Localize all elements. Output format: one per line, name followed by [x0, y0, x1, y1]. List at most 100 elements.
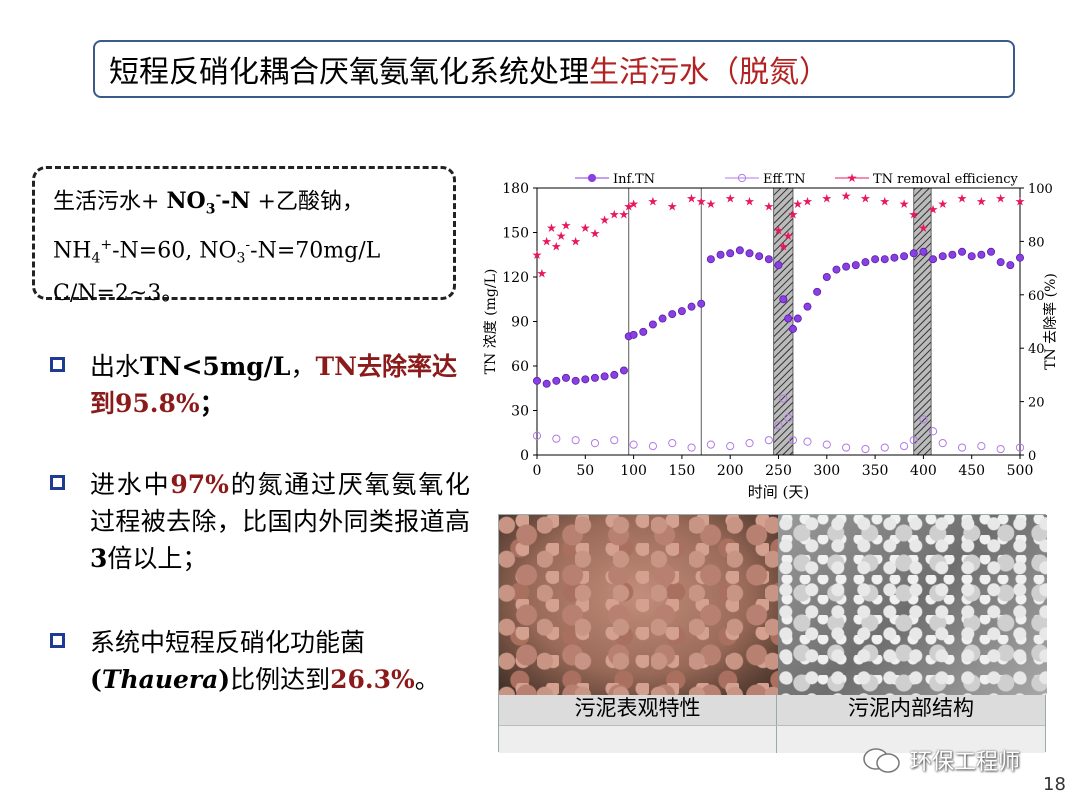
condition-box: 生活污水+ NO3--N +乙酸钠， NH4+-N=60, NO3--N=70m…: [32, 166, 456, 306]
condition-line-3: C/N=2~3。: [53, 281, 184, 307]
removal-point: ★: [995, 192, 1006, 206]
eff-tn-point: [532, 431, 542, 440]
inf-tn-point: [938, 252, 947, 261]
text: -N=60, NO: [112, 238, 237, 264]
left-caption: 污泥表观特性: [499, 695, 777, 725]
eff-tn-point: [842, 443, 851, 452]
page-number: 18: [1043, 774, 1066, 795]
watermark: 环保工程师: [862, 744, 1020, 776]
inf-tn-point: [755, 252, 764, 261]
text: 4: [91, 250, 101, 267]
y-left-tick-label: 60: [511, 359, 529, 375]
inf-tn-point: [793, 314, 802, 323]
photo-caption-row: 污泥表观特性 污泥内部结构: [499, 695, 1045, 725]
y-right-tick-label: 60: [1028, 289, 1045, 304]
removal-point: ★: [556, 229, 567, 243]
text: +乙酸钠，: [250, 189, 364, 215]
eff-tn-point: [648, 442, 658, 451]
text: 97%: [170, 470, 229, 499]
watermark-text: 环保工程师: [910, 750, 1021, 775]
inf-tn-point: [552, 376, 561, 385]
text: 3: [205, 201, 216, 218]
text: -: [245, 236, 251, 253]
y-left-axis-label: TN 浓度 (mg/L): [483, 269, 499, 375]
removal-point: ★: [841, 189, 852, 203]
x-tick-label: 300: [813, 463, 840, 479]
removal-point: ★: [609, 208, 620, 222]
legend-eff-tn-label: Eff.TN: [763, 172, 805, 187]
eff-tn-point: [745, 439, 754, 448]
inf-tn-point: [929, 255, 938, 264]
legend-inf-tn-label: Inf.TN: [613, 172, 655, 187]
inf-tn-point: [909, 249, 918, 258]
inf-tn-point: [706, 255, 715, 264]
inf-tn-point: [803, 302, 812, 311]
y-right-tick-label: 100: [1028, 182, 1053, 197]
x-tick-label: 100: [620, 463, 647, 479]
removal-point: ★: [570, 234, 581, 248]
right-caption: 污泥内部结构: [847, 696, 974, 720]
inf-tn-point: [658, 314, 667, 323]
y-left-tick-label: 90: [511, 315, 529, 331]
eff-tn-point: [726, 442, 735, 451]
bullet-2-text: 进水中97%的氮通过厌氧氨氧化过程被去除，比国内外同类报道高 3倍以上；: [90, 466, 470, 577]
title-part2: 生活污水（脱氮）: [589, 55, 829, 90]
inf-tn-point: [1006, 261, 1015, 270]
eff-tn-point: [590, 439, 600, 448]
removal-point: ★: [783, 229, 794, 243]
legend-removal-marker: ★: [847, 171, 858, 185]
removal-point: ★: [590, 226, 601, 240]
removal-point: ★: [532, 248, 543, 262]
removal-point: ★: [937, 197, 948, 211]
text: 3: [236, 250, 246, 267]
eff-tn-point: [861, 444, 870, 454]
removal-point: ★: [1015, 194, 1026, 208]
y-right-tick-label: 0: [1028, 449, 1036, 464]
inf-tn-point: [996, 258, 1005, 267]
inf-tn-point: [610, 370, 619, 379]
y-right-axis-label: TN 去除率 (%): [1042, 273, 1059, 370]
condition-line-2: NH4+-N=60, NO3--N=70mg/L: [53, 228, 453, 277]
removal-point: ★: [778, 240, 789, 254]
bullet-1-text: 出水TN<5mg/L，TN去除率达到95.8%；: [90, 348, 470, 422]
inf-tn-point: [600, 372, 609, 381]
empty-cell: [499, 726, 777, 753]
text: 倍以上；: [107, 544, 208, 573]
removal-point: ★: [686, 192, 697, 206]
eff-tn-point: [803, 437, 812, 446]
text: ；: [199, 389, 225, 418]
inf-tn-point: [822, 273, 831, 282]
eff-tn-point: [938, 439, 947, 448]
y-left-tick-label: 180: [502, 181, 529, 197]
removal-point: ★: [860, 192, 871, 206]
y-left-tick-label: 150: [502, 226, 529, 242]
wechat-icon: [863, 748, 900, 773]
text: 出水: [90, 352, 141, 381]
y-right-tick-label: 20: [1028, 396, 1045, 411]
inf-tn-point: [958, 247, 967, 256]
inf-tn-point: [967, 252, 976, 261]
eff-tn-point: [996, 444, 1005, 454]
eff-tn-point: [919, 415, 928, 424]
removal-point: ★: [619, 208, 630, 222]
inf-tn-point: [668, 310, 677, 319]
bullet-3: 系统中短程反硝化功能菌 (Thauera)比例达到26.3%。: [50, 624, 470, 698]
text: 比例达到: [230, 665, 331, 694]
inf-tn-point: [697, 299, 706, 308]
x-tick-label: 50: [576, 463, 594, 479]
chart-svg: 0 50 100 150 200 250 300 350 400 450 5000306090120…: [483, 171, 1059, 501]
text: TN去除率达到95.8%: [90, 352, 457, 418]
eff-tn-point: [610, 436, 619, 445]
x-tick-label: 0: [533, 463, 542, 479]
inf-tn-point: [861, 258, 870, 267]
removal-point: ★: [976, 194, 987, 208]
eff-tn-point: [822, 440, 831, 449]
inf-tn-point: [726, 249, 735, 258]
text: 26.3%: [330, 665, 415, 694]
removal-point: ★: [705, 197, 716, 211]
inf-tn-point: [648, 320, 657, 329]
text: (: [90, 665, 102, 694]
removal-point: ★: [763, 200, 774, 214]
inf-tn-point: [687, 302, 696, 311]
x-tick-label: 200: [717, 463, 744, 479]
